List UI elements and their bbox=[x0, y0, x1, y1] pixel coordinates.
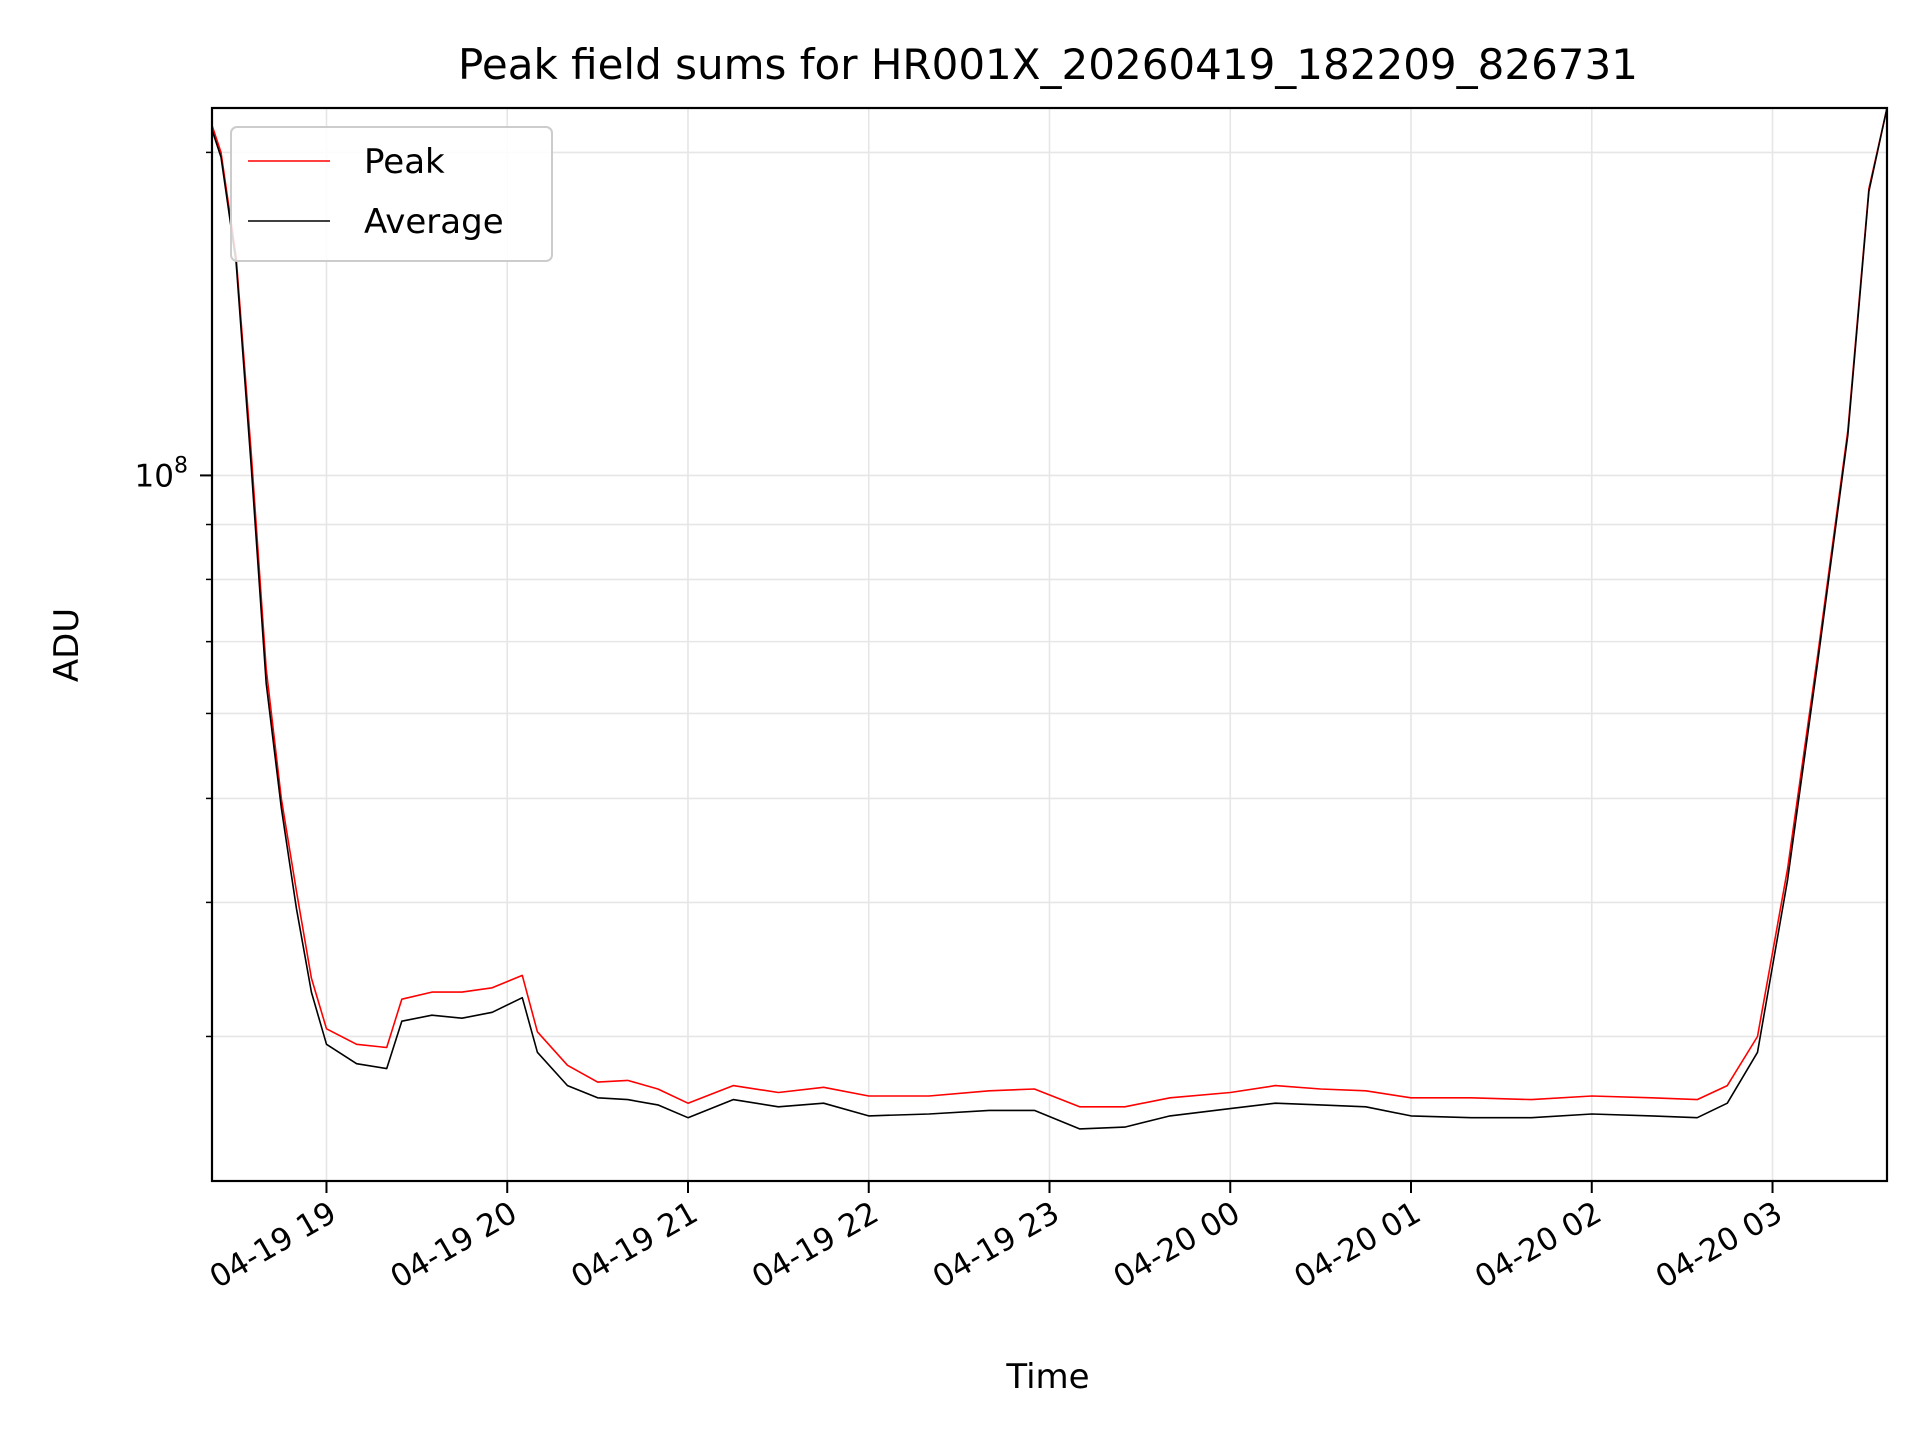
x-axis-label: Time bbox=[1005, 1357, 1089, 1397]
y-axis-label: ADU bbox=[47, 608, 87, 682]
legend-label-peak: Peak bbox=[364, 142, 445, 182]
y-tick-label: 108 bbox=[135, 453, 188, 494]
y-tick-label-base: 10 bbox=[135, 458, 174, 494]
y-tick-label-exponent: 8 bbox=[174, 453, 188, 478]
series-line-peak bbox=[211, 107, 1888, 1108]
chart-title: Peak field sums for HR001X_20260419_1822… bbox=[458, 40, 1638, 89]
series-line-average bbox=[211, 107, 1888, 1130]
legend: Peak Average bbox=[230, 126, 553, 262]
series-layer bbox=[211, 107, 1888, 1130]
x-grid bbox=[325, 108, 1774, 1181]
y-axis: 108 bbox=[135, 151, 212, 1038]
legend-label-average: Average bbox=[364, 202, 504, 242]
